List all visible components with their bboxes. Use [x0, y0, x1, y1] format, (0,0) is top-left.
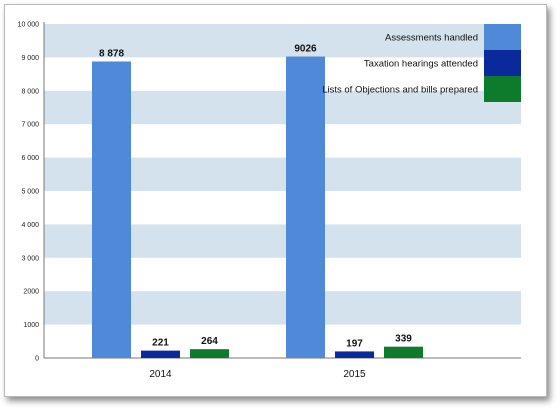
y-tick-label: 10 000 — [18, 22, 40, 29]
data-label: 8 878 — [99, 48, 124, 59]
y-tick-label: 3 000 — [21, 255, 39, 262]
data-label: 9026 — [294, 44, 317, 55]
data-label: 339 — [395, 334, 412, 345]
y-tick-label: 0 — [35, 356, 39, 363]
y-tick-label: 8 000 — [21, 88, 39, 95]
bar — [190, 349, 229, 358]
y-tick-label: 7 000 — [21, 122, 39, 129]
y-tick-label: 4 000 — [21, 222, 39, 229]
bar — [141, 350, 180, 358]
bar — [384, 346, 423, 358]
legend-swatch — [484, 76, 521, 102]
bar — [286, 56, 325, 358]
legend-label: Lists of Objections and bills prepared — [322, 85, 478, 96]
legend-swatch — [484, 24, 521, 50]
y-tick-label: 6 000 — [21, 155, 39, 162]
y-tick-label: 2000 — [23, 289, 39, 296]
y-tick-label: 1000 — [23, 322, 39, 329]
y-tick-label: 5 000 — [21, 189, 39, 196]
bar — [335, 351, 374, 358]
legend-swatch — [484, 50, 521, 76]
legend-label: Taxation hearings attended — [364, 59, 478, 70]
x-tick-label: 2015 — [343, 369, 366, 380]
data-label: 197 — [346, 338, 363, 349]
x-tick-label: 2014 — [149, 369, 172, 380]
grid-band — [44, 24, 521, 58]
data-label: 221 — [152, 338, 169, 349]
bar — [92, 61, 131, 359]
y-tick-label: 9 000 — [21, 55, 39, 62]
legend-label: Assessments handled — [385, 33, 478, 44]
data-label: 264 — [201, 336, 218, 347]
